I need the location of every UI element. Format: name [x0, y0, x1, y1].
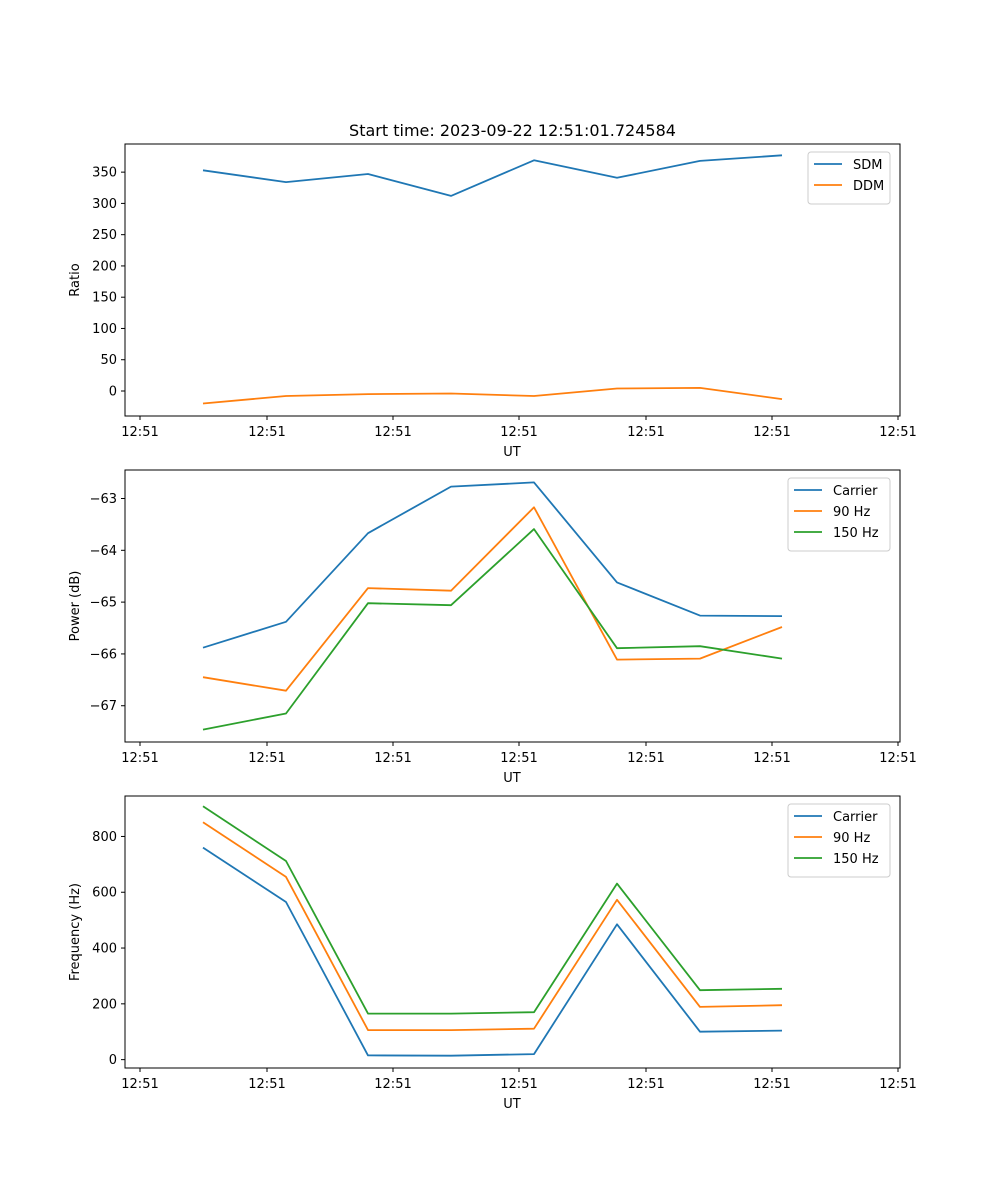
panel-1: 12:51 12:51 12:51 12:51 12:51 12:51 12:51 0 50 10…: [68, 143, 917, 460]
y-tick-label: −67: [90, 699, 117, 714]
x-tick-label: 12:51: [374, 425, 411, 440]
x-tick-label: 12:51: [248, 425, 285, 440]
x-tick-label: 12:51: [879, 751, 916, 766]
x-tick-label: 12:51: [500, 425, 537, 440]
figure-title: Start time: 2023-09-22 12:51:01.724584: [349, 121, 676, 140]
x-tick-label: 12:51: [879, 1077, 916, 1092]
x-tick-label: 12:51: [121, 751, 158, 766]
series-line-150-hz: [202, 528, 783, 731]
series-line-sdm: [202, 154, 783, 197]
series-line-carrier: [202, 846, 783, 1057]
x-tick-label: 12:51: [753, 425, 790, 440]
x-tick-label: 12:51: [374, 1077, 411, 1092]
y-tick-label: 150: [92, 291, 117, 306]
x-tick-label: 12:51: [879, 425, 916, 440]
axes-frame: [124, 143, 901, 417]
legend-box: [807, 151, 891, 205]
x-tick-label: 12:51: [500, 751, 537, 766]
y-tick-label: −64: [90, 544, 117, 559]
axes-frame: [124, 469, 901, 743]
legend: Carrier 90 Hz 150 Hz: [787, 803, 891, 878]
y-tick-label: 600: [92, 886, 117, 901]
x-tick-label: 12:51: [121, 425, 158, 440]
legend-label: 90 Hz: [833, 505, 870, 520]
y-tick-label: 0: [109, 384, 117, 399]
y-tick-label: −65: [90, 596, 117, 611]
legend-label: SDM: [853, 158, 882, 173]
y-tick-label: 50: [100, 353, 117, 368]
x-tick-label: 12:51: [374, 751, 411, 766]
series-line-carrier: [202, 481, 783, 649]
series-line-90-hz: [202, 821, 783, 1031]
y-tick-label: 200: [92, 259, 117, 274]
y-tick-label: 300: [92, 197, 117, 212]
y-axis-label: Frequency (Hz): [68, 883, 83, 981]
x-tick-label: 12:51: [753, 1077, 790, 1092]
y-tick-label: 250: [92, 228, 117, 243]
y-tick-label: 100: [92, 322, 117, 337]
x-tick-label: 12:51: [500, 1077, 537, 1092]
legend-label: Carrier: [833, 810, 878, 825]
series-line-ddm: [202, 386, 783, 405]
y-tick-label: 350: [92, 166, 117, 181]
series-line-150-hz: [202, 805, 783, 1015]
y-tick-label: 200: [92, 997, 117, 1012]
panel-2: 12:51 12:51 12:51 12:51 12:51 12:51 12:51 −67 −6…: [68, 469, 917, 786]
y-tick-label: 800: [92, 830, 117, 845]
legend-label: 150 Hz: [833, 852, 879, 867]
legend-label: DDM: [853, 179, 884, 194]
legend-label: 90 Hz: [833, 831, 870, 846]
y-tick-label: −66: [90, 647, 117, 662]
y-tick-label: 400: [92, 942, 117, 957]
panels: 12:51 12:51 12:51 12:51 12:51 12:51 12:51 0 50 10…: [68, 143, 917, 1112]
x-tick-label: 12:51: [753, 751, 790, 766]
axes-frame: [124, 795, 901, 1069]
x-tick-label: 12:51: [627, 425, 664, 440]
x-tick-label: 12:51: [248, 751, 285, 766]
x-tick-label: 12:51: [121, 1077, 158, 1092]
x-tick-label: 12:51: [627, 1077, 664, 1092]
y-axis-label: Power (dB): [68, 571, 83, 642]
y-tick-label: −63: [90, 492, 117, 507]
legend-label: Carrier: [833, 484, 878, 499]
y-tick-label: 0: [109, 1053, 117, 1068]
x-axis-label: UT: [503, 771, 521, 786]
legend: SDM DDM: [807, 151, 891, 205]
legend: Carrier 90 Hz 150 Hz: [787, 477, 891, 552]
x-axis-label: UT: [503, 1097, 521, 1112]
legend-label: 150 Hz: [833, 526, 879, 541]
series-line-90-hz: [202, 506, 783, 692]
x-axis-label: UT: [503, 445, 521, 460]
x-tick-label: 12:51: [248, 1077, 285, 1092]
y-axis-label: Ratio: [68, 263, 83, 296]
x-tick-label: 12:51: [627, 751, 664, 766]
panel-3: 12:51 12:51 12:51 12:51 12:51 12:51 12:51 0 200 4…: [68, 795, 917, 1112]
